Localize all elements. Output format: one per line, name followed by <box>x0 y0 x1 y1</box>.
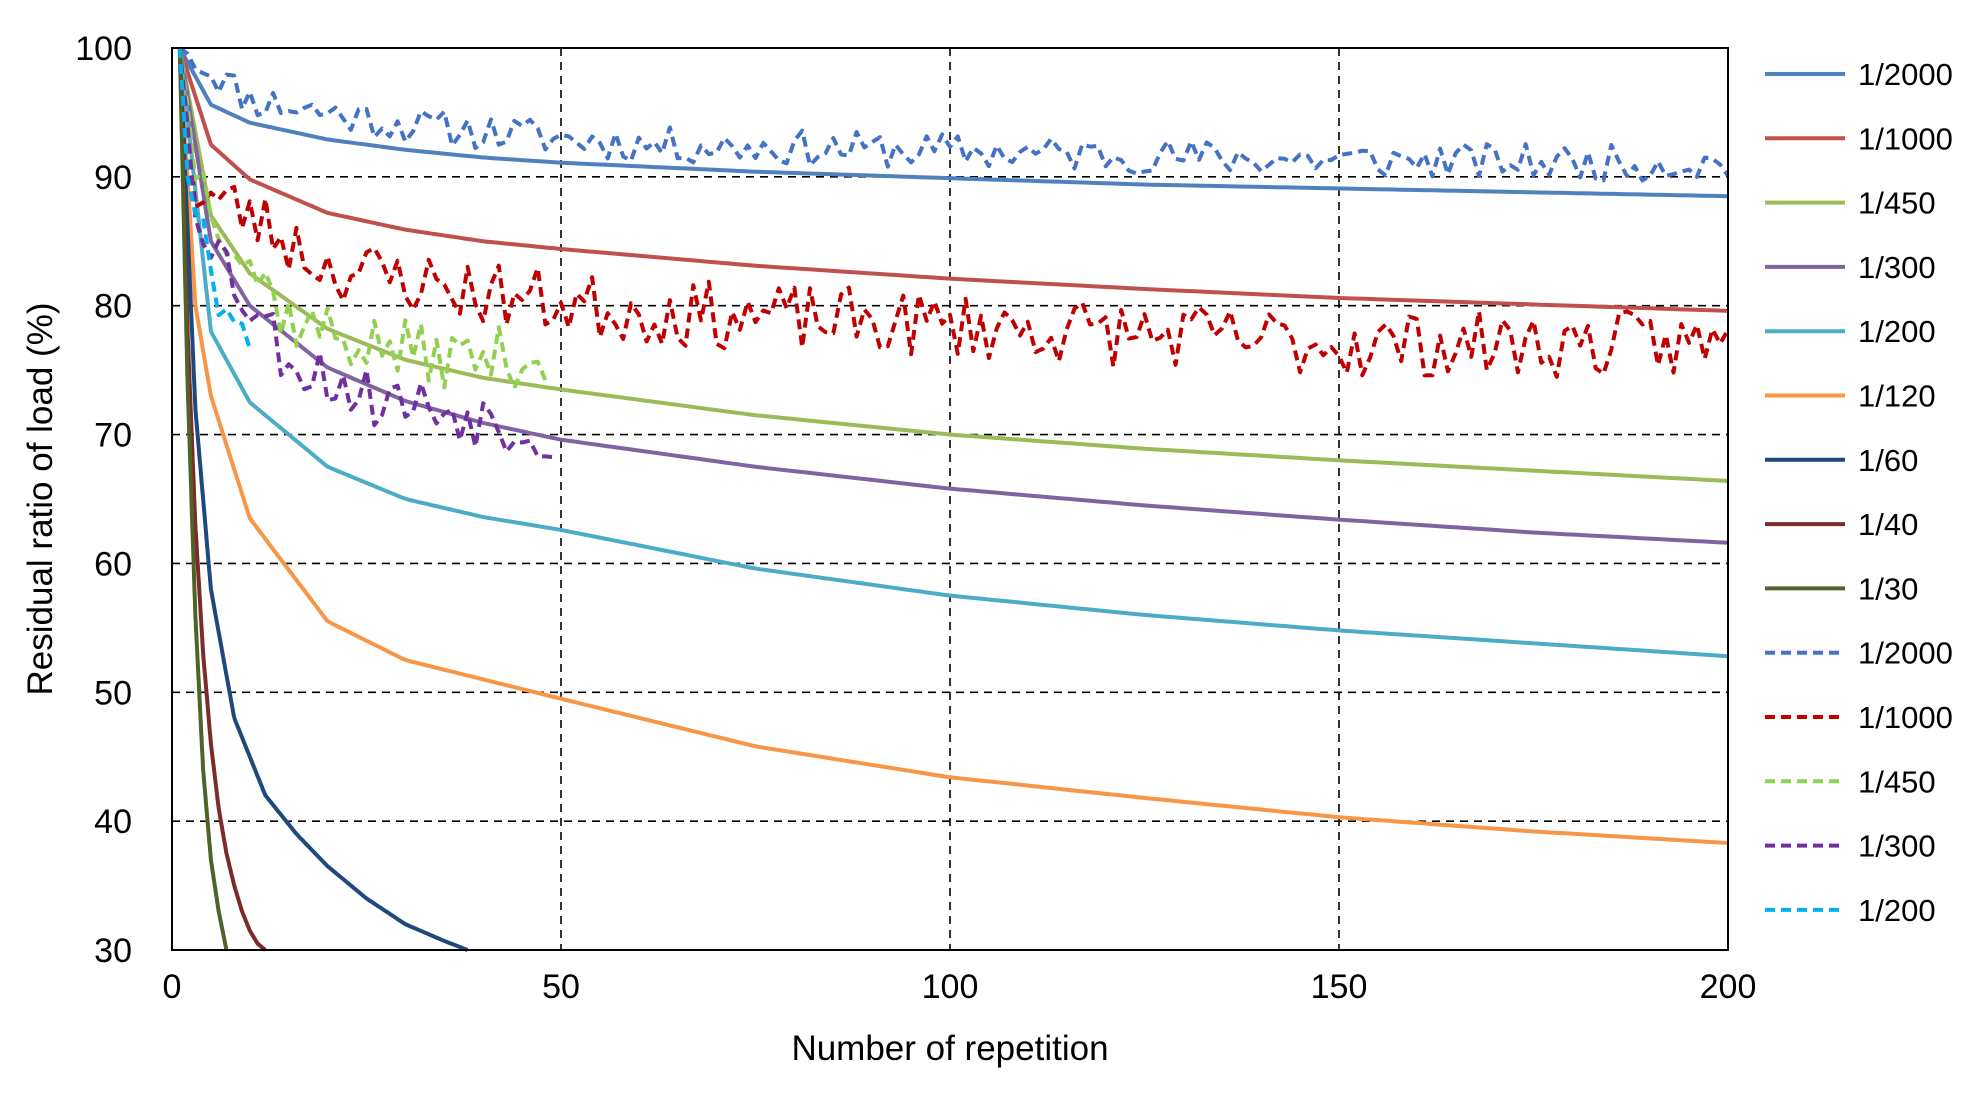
x-tick-label: 200 <box>1700 968 1757 1006</box>
y-tick-label: 80 <box>94 288 132 326</box>
plot-area-frame <box>171 47 1729 951</box>
legend-label: 1/60 <box>1858 443 1918 478</box>
legend-label: 1/300 <box>1858 250 1936 285</box>
legend-label: 1/450 <box>1858 764 1936 799</box>
series-line-solid-1-300 <box>177 46 1729 545</box>
series-line-dashed-1-1000 <box>177 47 1730 379</box>
series-line-solid-1-2000 <box>177 46 1729 199</box>
y-tick-label: 100 <box>75 30 132 68</box>
x-tick-label: 150 <box>1311 968 1368 1006</box>
series-lines <box>177 46 1730 952</box>
y-tick-label: 90 <box>94 159 132 197</box>
y-axis-title: Residual ratio of load (%) <box>21 303 60 696</box>
x-axis-title: Number of repetition <box>791 1029 1108 1068</box>
y-tick-label: 70 <box>94 417 132 455</box>
series-line-solid-1-1000 <box>177 46 1729 313</box>
legend-label: 1/2000 <box>1858 636 1953 671</box>
x-tick-label: 0 <box>163 968 182 1006</box>
legend-label: 1/200 <box>1858 314 1936 349</box>
x-tick-label: 100 <box>922 968 979 1006</box>
legend: 1/2000 1/1000 1/450 1/300 1/200 1/120 1/60 1/40… <box>1765 57 1953 928</box>
y-tick-label: 50 <box>94 674 132 712</box>
series-line-solid-1-30 <box>177 46 229 951</box>
legend-label: 1/450 <box>1858 186 1936 221</box>
y-tick-label: 40 <box>94 803 132 841</box>
tick-labels: 30 40 50 60 70 80 90 100 0 50 100 150 200 <box>75 30 1756 1006</box>
series-line-dashed-1-200 <box>177 47 252 350</box>
y-tick-label: 60 <box>94 545 132 583</box>
axes <box>171 47 1729 951</box>
legend-label: 1/30 <box>1858 571 1918 606</box>
legend-label: 1/40 <box>1858 507 1918 542</box>
series-line-dashed-1-450 <box>177 47 548 391</box>
legend-label: 1/300 <box>1858 829 1936 864</box>
y-tick-label: 30 <box>94 932 132 970</box>
series-line-solid-1-200 <box>177 46 1729 659</box>
x-tick-label: 50 <box>542 968 580 1006</box>
legend-label: 1/1000 <box>1858 121 1953 156</box>
legend-label: 1/2000 <box>1858 57 1953 92</box>
series-line-solid-1-60 <box>177 46 469 952</box>
legend-label: 1/1000 <box>1858 700 1953 735</box>
series-line-dashed-1-2000 <box>178 46 1730 183</box>
legend-label: 1/200 <box>1858 893 1936 928</box>
series-line-solid-1-450 <box>177 46 1729 483</box>
legend-label: 1/120 <box>1858 379 1936 414</box>
series-line-dashed-1-300 <box>177 47 554 460</box>
series-line-solid-1-120 <box>177 46 1729 845</box>
